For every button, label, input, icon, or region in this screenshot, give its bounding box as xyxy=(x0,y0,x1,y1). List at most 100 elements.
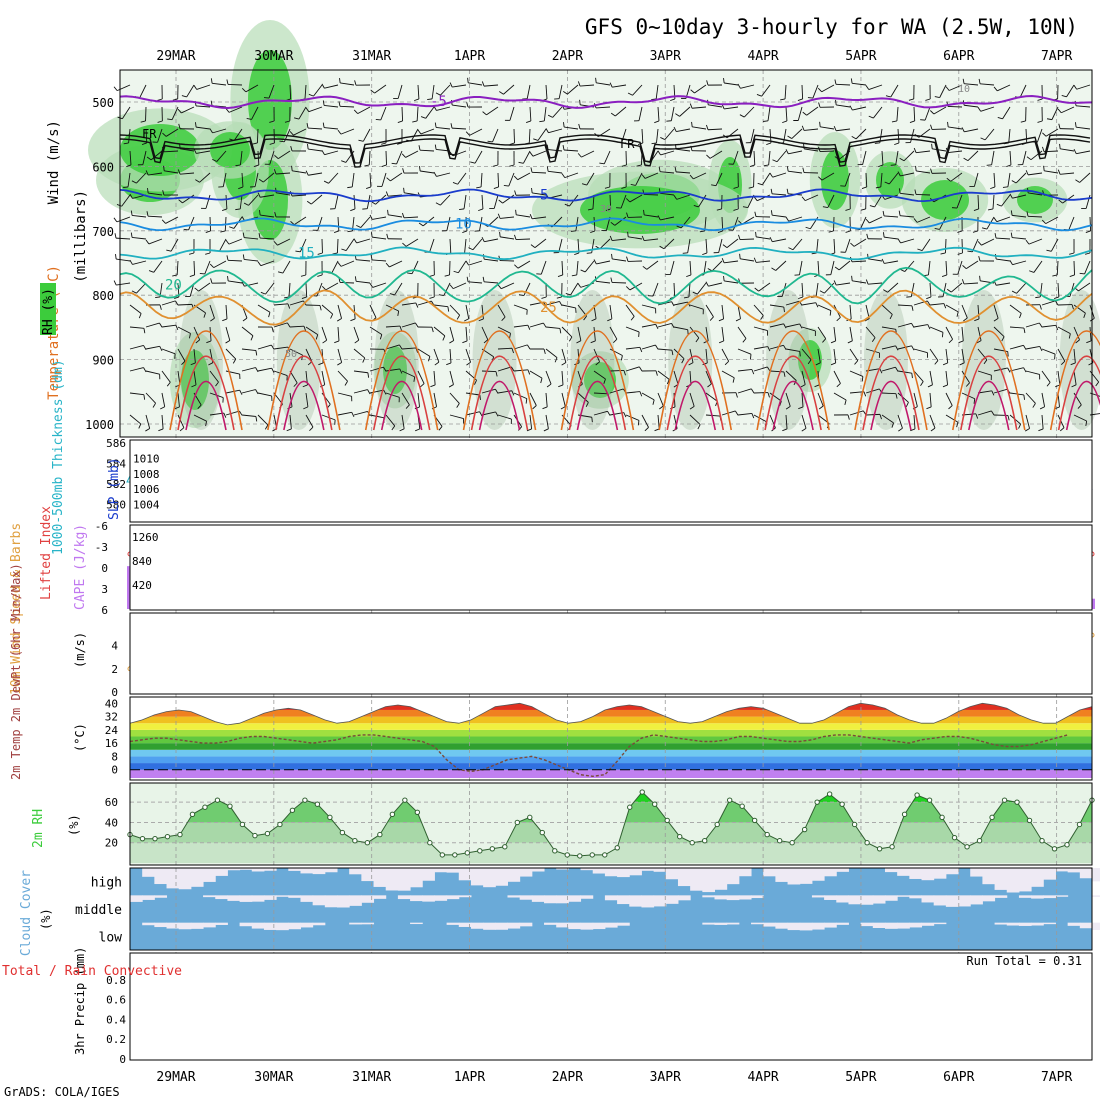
wind-barb xyxy=(705,304,714,318)
cape-tick-label: 840 xyxy=(132,555,152,568)
wind-barb xyxy=(244,258,259,262)
wind-barb xyxy=(625,391,640,394)
date-label-bottom: 4APR xyxy=(747,1070,778,1085)
wind-barb-flag xyxy=(655,344,659,350)
date-label-top: 4APR xyxy=(747,49,778,64)
temp-color-band xyxy=(130,709,1092,717)
wind-barb xyxy=(165,128,179,137)
wind-barb-flag xyxy=(652,399,655,405)
wind-barb-flag xyxy=(194,287,199,292)
wind-barb-flag xyxy=(562,90,568,95)
wind-barb xyxy=(292,170,307,174)
wind-barb-flag xyxy=(126,164,132,168)
wind-barb-flag xyxy=(641,174,646,179)
cloud-clear-fraction xyxy=(909,922,923,928)
wind-barb xyxy=(904,260,915,272)
wind-barb-flag xyxy=(674,166,677,172)
cloud-clear-fraction xyxy=(982,868,996,885)
wind-barb xyxy=(942,282,947,297)
wind-barb-flag xyxy=(113,280,117,286)
rh2m-marker xyxy=(264,830,271,837)
wind-barb-flag xyxy=(639,347,643,353)
wind-barb-flag xyxy=(861,376,864,382)
wind-barb-flag xyxy=(807,97,813,99)
wind-barb-flag xyxy=(980,137,986,141)
wind-barb-flag xyxy=(209,128,213,134)
wind-barb-flag xyxy=(113,217,118,223)
wind-barb-flag xyxy=(735,318,741,322)
warm-contour xyxy=(674,380,717,431)
wind-barb xyxy=(853,238,867,247)
wind-barb-flag xyxy=(545,128,549,133)
wind-barb-flag xyxy=(670,98,676,102)
wind-barb xyxy=(656,128,659,143)
wind-barb-flag xyxy=(501,316,506,321)
wind-barb xyxy=(165,216,179,224)
wind-barb-flag xyxy=(447,306,450,312)
wind-barb-flag xyxy=(1019,313,1022,319)
wind-barb xyxy=(705,414,720,417)
wind-barb xyxy=(481,194,484,209)
wind-barb xyxy=(721,326,725,341)
wind-barb-flag xyxy=(159,304,162,310)
wind-barb-flag xyxy=(429,296,435,299)
wind-barb xyxy=(833,348,837,363)
wind-barb xyxy=(980,83,995,86)
wind-barb-flag xyxy=(197,404,202,409)
wind-barb xyxy=(129,304,142,314)
wind-barb xyxy=(484,281,499,284)
cloud-clear-fraction xyxy=(592,868,606,874)
warm-contour xyxy=(952,330,1026,431)
wind-barb xyxy=(964,282,979,285)
rh2m-marker xyxy=(976,837,983,844)
cloud-clear-fraction xyxy=(300,868,314,874)
wind-barb-flag xyxy=(1085,252,1091,255)
wind-barb-flag xyxy=(401,212,405,218)
wind-barb xyxy=(913,392,918,407)
wind-barb-flag xyxy=(1055,325,1059,331)
wind-barb xyxy=(913,348,928,354)
wind-barb-flag xyxy=(735,410,739,416)
wind-barb-flag xyxy=(367,389,371,395)
wind-barb-flag xyxy=(879,368,883,374)
wind-barb-flag xyxy=(716,208,722,211)
temp2m-unit-label: (°C) xyxy=(73,723,87,752)
cloud-clear-fraction xyxy=(738,868,752,877)
wind-barb-flag xyxy=(497,284,502,289)
wind-barb-flag xyxy=(1059,143,1061,149)
wind-barb-flag xyxy=(449,82,453,88)
wind-barb-flag xyxy=(190,362,196,366)
wind-barb-flag xyxy=(402,242,407,247)
wind-barb xyxy=(993,172,996,187)
wind-barb xyxy=(890,84,899,98)
wind-barb-flag xyxy=(972,230,978,233)
wind-barb xyxy=(638,106,643,121)
wind-barb xyxy=(260,194,275,198)
date-label-bottom: 31MAR xyxy=(352,1070,391,1085)
wind-barb xyxy=(486,106,499,116)
warm-contour xyxy=(283,380,325,431)
cloud-clear-fraction xyxy=(775,868,789,882)
wind-barb-flag xyxy=(347,186,353,189)
wind-barb xyxy=(368,150,371,166)
wind-barb xyxy=(961,348,965,363)
wind-barb xyxy=(292,194,307,197)
wind-barb xyxy=(817,260,820,275)
wind-barb-flag xyxy=(243,202,249,206)
wind-barb xyxy=(353,370,368,374)
rh2m-marker xyxy=(839,801,845,807)
temp2m-axis-label: 2m Temp 2m DewPt (6hr Min/Max) xyxy=(9,563,23,780)
wind-barb-flag xyxy=(845,230,851,233)
wind-barb-flag xyxy=(689,174,694,180)
wind-barb xyxy=(737,412,752,416)
wind-barb xyxy=(609,348,623,356)
wind-barb-flag xyxy=(983,359,988,365)
cloud-axis-label: Cloud Cover xyxy=(19,870,34,956)
wind-barb xyxy=(593,216,596,231)
wind-barb xyxy=(740,84,755,89)
wind-barb-flag xyxy=(145,239,150,245)
wind-barb xyxy=(336,238,339,254)
wind-barb-flag xyxy=(269,142,275,145)
wind-barb-flag xyxy=(981,227,988,230)
wind-barb xyxy=(614,106,627,117)
